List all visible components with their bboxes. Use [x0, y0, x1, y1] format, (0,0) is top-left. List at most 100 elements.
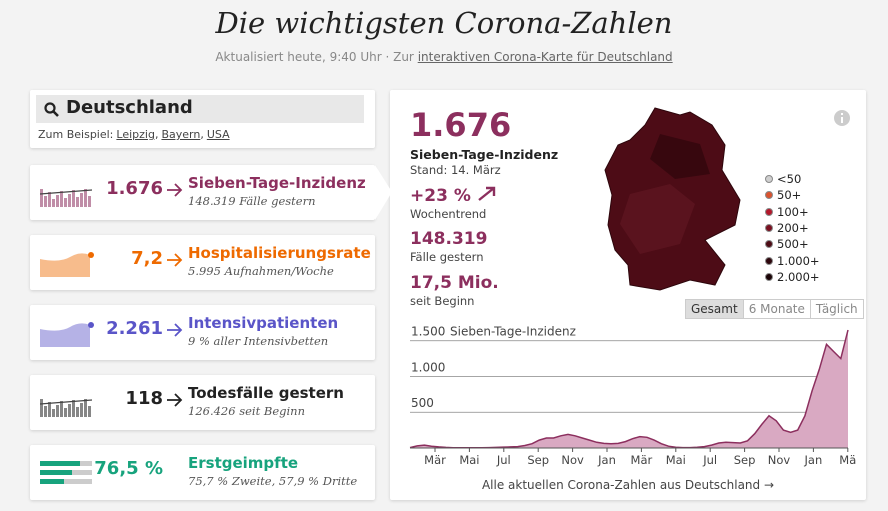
- x-tick-label: Mai: [459, 453, 479, 467]
- stat-label: Fälle gestern: [410, 250, 484, 264]
- trend-label: Wochentrend: [410, 207, 487, 221]
- x-tick-label: Sep: [527, 453, 549, 467]
- legend-label: 50+: [777, 188, 802, 203]
- legend-label: 500+: [777, 237, 809, 252]
- card-arrow: [167, 183, 183, 197]
- card[interactable]: 7,2 Hospitalisierungsrate 5.995 Aufnahmen/…: [30, 235, 375, 290]
- x-tick-label: Mär: [631, 453, 653, 467]
- stat-value: 148.319: [410, 229, 488, 249]
- updated: Aktualisiert heute, 9:40 Uhr · Zur: [215, 50, 414, 64]
- search-input[interactable]: Deutschland: [36, 95, 364, 123]
- arrow: [167, 393, 183, 407]
- icon-bar: [48, 192, 51, 207]
- tabs: Gesamt 6 Monate Täglich: [685, 299, 864, 319]
- active-pointer: [375, 165, 392, 220]
- example-link[interactable]: USA: [206, 128, 230, 141]
- icon-area: [40, 253, 90, 277]
- card-label: Todesfälle gestern: [188, 384, 344, 402]
- legend-label: 2.000+: [777, 269, 820, 284]
- icon-bar: [40, 189, 43, 207]
- card-value: 7,2: [131, 248, 163, 269]
- card-label: Intensivpatienten: [188, 314, 339, 332]
- card-arrow: [167, 253, 183, 267]
- icon-bar: [60, 401, 63, 417]
- x-tick-label: Jul: [702, 453, 717, 467]
- card[interactable]: 118 Todesfälle gestern 126.426 seit Beginn: [30, 375, 375, 430]
- card[interactable]: 76,5 % Erstgeimpfte 75,7 % Zweite, 57,9 % …: [30, 445, 375, 500]
- legend-label: <50: [777, 172, 802, 186]
- chart: 500 1.000 1.500 Sieben-Tage-Inzidenz Mär Mai J…: [409, 325, 856, 467]
- icon-bar: [40, 479, 64, 484]
- icon-bar: [56, 405, 59, 417]
- x-tick-label: Mär: [424, 453, 446, 467]
- tab[interactable]: Gesamt: [686, 300, 743, 318]
- examples: Zum Beispiel: Leipzig, Bayern, USA: [38, 128, 230, 141]
- legend-item: 100+: [765, 205, 809, 219]
- icon-bar: [76, 197, 79, 207]
- card-value: 2.261: [106, 318, 163, 339]
- legend-swatch: [765, 272, 773, 281]
- search-box: Deutschland Zum Beispiel: Leipzig, Bayern,…: [30, 90, 375, 148]
- legend-item: 1.000+: [765, 254, 820, 268]
- stat-label: seit Beginn: [410, 294, 475, 308]
- card[interactable]: 2.261 Intensivpatienten 9 % aller Intensiv…: [30, 305, 375, 360]
- subtitle: Aktualisiert heute, 9:40 Uhr · Zur inter…: [0, 50, 888, 64]
- map-link[interactable]: interaktiven Corona-Karte für Deutschlan…: [417, 50, 673, 64]
- icon-bar: [40, 399, 43, 417]
- area: [410, 330, 848, 448]
- example-link[interactable]: Bayern: [161, 128, 201, 141]
- card-label: Sieben-Tage-Inzidenz: [188, 174, 366, 192]
- card-sub: 9 % aller Intensivbetten: [188, 334, 329, 348]
- example-link[interactable]: Leipzig: [116, 128, 155, 141]
- detail-value: 1.676: [410, 106, 512, 144]
- detail-date: Stand: 14. März: [410, 163, 501, 177]
- x-tick-label: Jan: [597, 453, 616, 467]
- card-value: 1.676: [106, 178, 163, 199]
- icon-bar: [48, 402, 51, 417]
- search-icon: [44, 102, 59, 117]
- x-tick-label: Nov: [768, 453, 791, 467]
- card-sub: 148.319 Fälle gestern: [188, 194, 316, 208]
- x-tick-label: Mä: [839, 453, 856, 467]
- arrow: [167, 253, 183, 267]
- tab[interactable]: Täglich: [809, 300, 863, 318]
- legend-swatch: [765, 240, 773, 249]
- title: Die wichtigsten Corona-Zahlen: [215, 6, 673, 40]
- icon-bar: [68, 404, 71, 417]
- x-tick-label: Jan: [804, 453, 823, 467]
- y-tick-label: 500: [411, 396, 434, 410]
- card-sub: 126.426 seit Beginn: [188, 404, 305, 418]
- card-icon: [40, 189, 93, 207]
- icon-dot: [88, 252, 94, 258]
- legend-item: 50+: [765, 188, 801, 202]
- legend-item: 200+: [765, 221, 809, 235]
- legend-swatch: [765, 191, 773, 200]
- icon-bar: [80, 193, 83, 207]
- icon-bar: [80, 403, 83, 417]
- y-tick-label: 1.500: [411, 325, 445, 339]
- card-label: Hospitalisierungsrate: [188, 244, 371, 262]
- icon-bar: [40, 461, 80, 466]
- icon-line: [40, 189, 93, 195]
- search-query: Deutschland: [66, 97, 193, 118]
- legend-swatch: [765, 175, 773, 183]
- legend-item: 500+: [765, 237, 809, 251]
- info-icon[interactable]: [833, 109, 851, 127]
- arrow: [167, 183, 183, 197]
- card-icon: [40, 399, 93, 417]
- germany-map: [604, 107, 741, 291]
- legend-item: <50: [765, 172, 801, 186]
- tab[interactable]: 6 Monate: [742, 300, 810, 318]
- card-sub: 75,7 % Zweite, 57,9 % Dritte: [188, 474, 358, 488]
- card[interactable]: 1.676 Sieben-Tage-Inzidenz 148.319 Fälle g…: [30, 165, 375, 220]
- x-tick-label: Sep: [734, 453, 756, 467]
- footer-link[interactable]: Alle aktuellen Corona-Zahlen aus Deutsch…: [481, 478, 775, 492]
- trend-value: +23 %: [410, 186, 471, 206]
- icon-bar: [64, 408, 67, 417]
- card-value: 118: [125, 388, 163, 409]
- card-icon: [40, 252, 94, 277]
- stat-value: 17,5 Mio.: [410, 273, 499, 293]
- x-tick-label: Nov: [561, 453, 584, 467]
- icon-bar: [88, 406, 91, 417]
